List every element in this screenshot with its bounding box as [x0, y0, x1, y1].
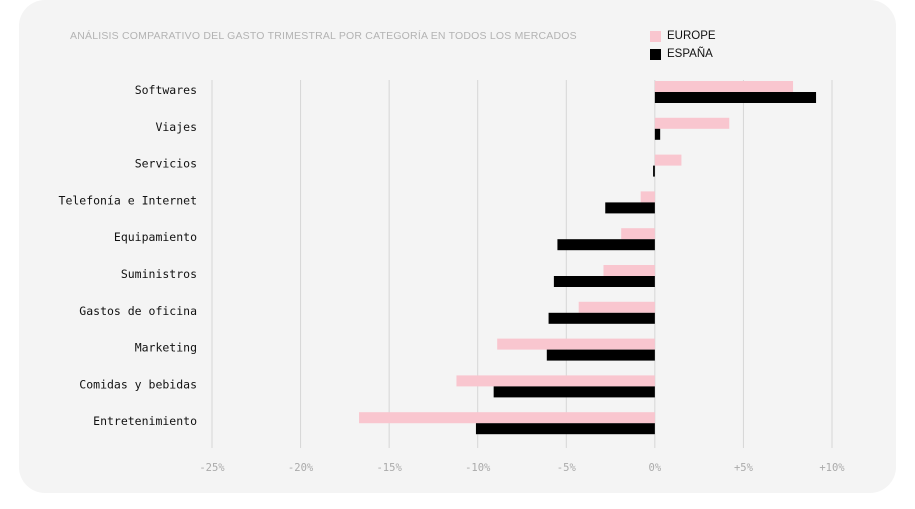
category-label: Softwares	[135, 83, 197, 97]
legend: EUROPE ESPAÑA	[650, 27, 716, 63]
bar-europe	[603, 265, 655, 276]
bar-espana	[557, 239, 655, 251]
x-tick-label: -5%	[557, 462, 577, 474]
bar-europe	[654, 81, 794, 92]
legend-swatch-espana	[650, 48, 661, 60]
bar-europe	[621, 228, 655, 240]
x-tick-label: 0%	[649, 462, 662, 474]
x-tick-label: -20%	[288, 462, 314, 474]
bar-espana	[654, 128, 661, 140]
x-tick-label: -10%	[465, 462, 491, 474]
category-label: Servicios	[135, 157, 197, 171]
category-label: Suministros	[121, 267, 197, 281]
legend-label-europe: EUROPE	[667, 30, 716, 42]
category-label: Entretenimiento	[93, 414, 197, 428]
x-tick-label: -15%	[376, 462, 402, 474]
bar-europe	[578, 301, 655, 313]
category-label: Marketing	[135, 341, 197, 355]
legend-item-espana: ESPAÑA	[650, 45, 716, 63]
chart-title: ANÁLISIS COMPARATIVO DEL GASTO TRIMESTRA…	[70, 30, 577, 42]
legend-label-espana: ESPAÑA	[667, 48, 713, 60]
bar-europe	[654, 117, 730, 129]
x-tick-label: +5%	[734, 462, 754, 474]
bar-espana	[654, 92, 817, 103]
bar-europe	[456, 375, 655, 387]
category-label: Gastos de oficina	[79, 304, 197, 318]
bar-europe	[359, 412, 655, 424]
category-label: Viajes	[155, 120, 197, 134]
legend-swatch-europe	[650, 30, 661, 42]
bar-espana	[553, 276, 655, 287]
bar-espana	[605, 202, 655, 214]
bar-europe	[497, 338, 655, 350]
category-label: Equipamiento	[114, 230, 197, 244]
bar-espana	[546, 349, 655, 361]
bar-espana	[548, 312, 655, 324]
bar-espana	[653, 165, 655, 177]
legend-item-europe: EUROPE	[650, 27, 716, 45]
bar-europe	[640, 191, 655, 203]
bar-espana	[475, 423, 655, 435]
x-tick-label: +10%	[819, 462, 845, 474]
bar-espana	[493, 386, 655, 398]
bar-europe	[654, 154, 682, 166]
category-label: Comidas y bebidas	[79, 377, 197, 391]
x-tick-label: -25%	[199, 462, 225, 474]
category-label: Telefonía e Internet	[59, 193, 197, 207]
